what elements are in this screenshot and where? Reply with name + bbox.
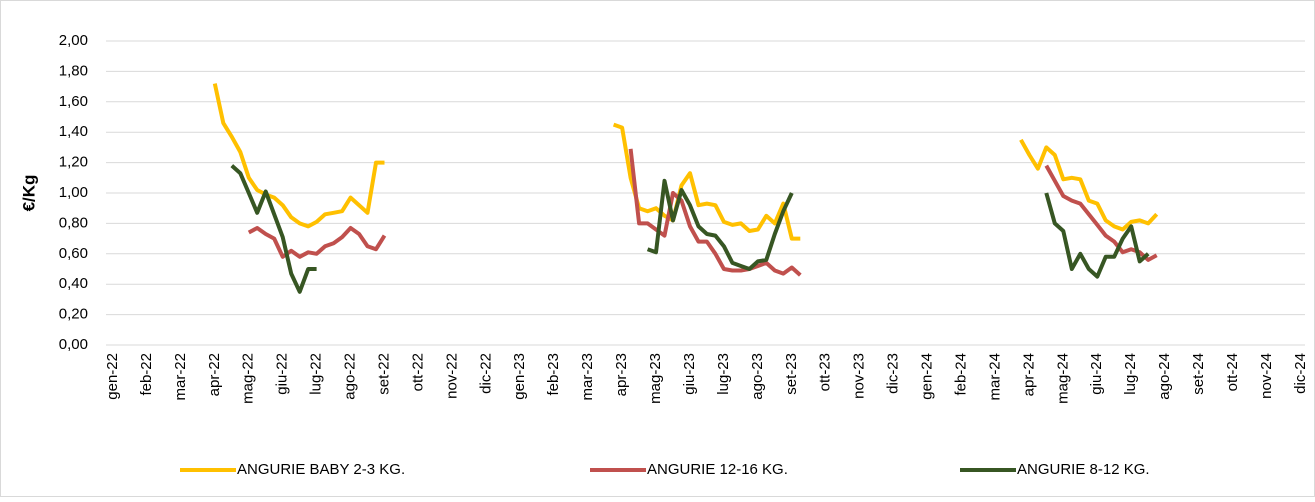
- x-tick-label: mag-23: [647, 353, 664, 404]
- x-tick-label: ott-22: [409, 353, 426, 391]
- y-tick-label: 1,40: [59, 123, 88, 140]
- y-tick-label: 1,60: [59, 93, 88, 110]
- y-axis-label: €/Kg: [19, 175, 38, 212]
- x-tick-label: feb-23: [545, 353, 562, 396]
- x-tick-label: giu-23: [681, 353, 698, 395]
- y-tick-label: 1,80: [59, 62, 88, 79]
- x-tick-label: apr-22: [206, 353, 223, 396]
- x-tick-label: mag-22: [240, 353, 257, 404]
- y-tick-label: 1,20: [59, 154, 88, 171]
- series-line: [230, 164, 1150, 294]
- x-tick-label: gen-23: [511, 353, 528, 400]
- x-tick-label: set-23: [783, 353, 800, 395]
- y-tick-label: 0,60: [59, 245, 88, 262]
- x-tick-label: giu-24: [1088, 353, 1105, 395]
- x-tick-label: gen-24: [919, 353, 936, 400]
- x-tick-label: dic-23: [885, 353, 902, 394]
- x-tick-label: gen-22: [104, 353, 121, 400]
- y-tick-label: 0,80: [59, 214, 88, 231]
- y-tick-label: 2,00: [59, 32, 88, 49]
- x-tick-label: lug-22: [308, 353, 325, 395]
- x-tick-label: feb-22: [138, 353, 155, 396]
- x-tick-label: set-24: [1190, 353, 1207, 395]
- y-tick-label: 0,40: [59, 275, 88, 292]
- legend-label: ANGURIE 8-12 KG.: [1017, 461, 1150, 478]
- x-tick-label: ago-23: [749, 353, 766, 400]
- y-tick-label: 1,00: [59, 184, 88, 201]
- x-tick-label: nov-23: [851, 353, 868, 399]
- x-tick-label: mar-23: [579, 353, 596, 401]
- series-line: [212, 83, 1159, 241]
- x-tick-label: lug-24: [1122, 353, 1139, 395]
- x-tick-label: ott-23: [817, 353, 834, 391]
- legend-label: ANGURIE 12-16 KG.: [647, 461, 788, 478]
- y-tick-label: 0,20: [59, 306, 88, 323]
- x-tick-label: set-22: [375, 353, 392, 395]
- x-tick-label: mag-24: [1054, 353, 1071, 404]
- x-tick-label: dic-22: [477, 353, 494, 394]
- x-tick-label: dic-24: [1292, 353, 1309, 394]
- x-tick-label: apr-23: [613, 353, 630, 396]
- y-tick-label: 0,00: [59, 336, 88, 353]
- x-tick-label: nov-22: [443, 353, 460, 399]
- legend-label: ANGURIE BABY 2-3 KG.: [237, 461, 405, 478]
- x-tick-label: ago-24: [1156, 353, 1173, 400]
- x-tick-label: mar-24: [986, 353, 1003, 401]
- x-tick-label: nov-24: [1258, 353, 1275, 399]
- x-tick-label: ago-22: [342, 353, 359, 400]
- x-tick-label: apr-24: [1020, 353, 1037, 396]
- x-tick-label: giu-22: [274, 353, 291, 395]
- x-tick-label: ott-24: [1224, 353, 1241, 391]
- x-tick-label: feb-24: [952, 353, 969, 396]
- x-tick-label: mar-22: [172, 353, 189, 401]
- x-tick-label: lug-23: [715, 353, 732, 395]
